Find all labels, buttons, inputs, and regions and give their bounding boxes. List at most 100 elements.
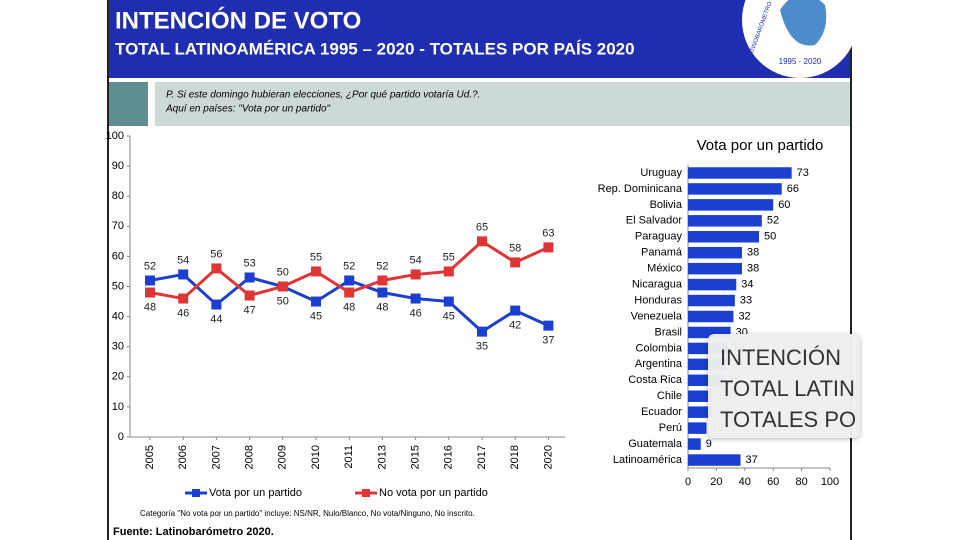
data-label: 45 — [443, 310, 455, 322]
data-label: 48 — [144, 301, 156, 313]
data-label: 50 — [764, 231, 776, 243]
category-label: Costa Rica — [628, 374, 683, 386]
overlay: INTENCIÓN TOTAL LATIN TOTALES PO — [708, 334, 860, 438]
question-marker — [109, 82, 148, 126]
chart-title: Vota por un partido — [697, 137, 824, 154]
bar — [688, 167, 792, 179]
data-label: 45 — [310, 310, 322, 322]
x-tick-label: 2018 — [509, 445, 521, 469]
data-label: 52 — [144, 260, 156, 272]
data-label: 54 — [177, 254, 189, 266]
bar — [688, 438, 701, 450]
marker — [377, 287, 388, 298]
x-tick-label: 2017 — [476, 445, 488, 469]
category-label: Honduras — [634, 294, 682, 306]
marker — [543, 242, 554, 253]
header-band — [109, 0, 850, 78]
data-label: 54 — [409, 254, 421, 266]
bar — [688, 374, 724, 387]
marker — [145, 287, 155, 298]
marker — [244, 272, 255, 283]
bar — [688, 199, 774, 211]
bar — [688, 326, 731, 339]
y-tick-label: 10 — [112, 401, 124, 413]
marker — [277, 281, 288, 292]
category-label: Perú — [659, 422, 682, 434]
legend-label: Vota por un partido — [209, 487, 302, 499]
data-label: 53 — [243, 257, 255, 269]
marker — [178, 269, 189, 280]
bar — [688, 342, 728, 355]
data-label: 50 — [277, 266, 289, 278]
category-label: Panamá — [641, 247, 683, 259]
overlay-text: TOTALES PO — [720, 407, 857, 432]
x-tick-label: 60 — [767, 476, 779, 488]
data-label: 42 — [509, 319, 521, 331]
logo-shape — [780, 0, 827, 46]
footnote: Categoría "No vota por un partido" inclu… — [140, 509, 475, 518]
marker — [145, 275, 155, 286]
x-tick-label: 2010 — [310, 445, 322, 469]
bar — [688, 358, 727, 371]
bar — [688, 454, 741, 466]
legend-swatch — [192, 489, 200, 497]
category-label: Paraguay — [635, 231, 683, 243]
data-label: 34 — [741, 279, 753, 291]
category-label: Rep. Dominicana — [598, 183, 683, 195]
y-tick-label: 50 — [112, 280, 124, 292]
bar — [688, 278, 737, 291]
category-label: México — [647, 263, 682, 275]
data-label: 63 — [542, 227, 554, 239]
category-label: Ecuador — [641, 406, 682, 418]
marker — [311, 266, 321, 277]
y-tick-label: 40 — [112, 311, 124, 323]
logo-years: 1995 · 2020 — [779, 57, 822, 66]
data-label: 46 — [409, 307, 421, 319]
data-label: 58 — [509, 242, 521, 254]
category-label: El Salvador — [626, 215, 683, 227]
overlay-text: TOTAL LATIN — [720, 376, 855, 401]
data-label: 56 — [210, 248, 222, 260]
marker — [543, 320, 554, 331]
x-tick-label: 2016 — [443, 445, 455, 469]
y-tick-label: 0 — [118, 431, 124, 443]
legend-swatch — [362, 489, 370, 497]
marker — [211, 263, 222, 274]
marker — [344, 275, 355, 286]
marker — [510, 257, 521, 268]
category-label: Bolivia — [650, 199, 683, 211]
marker — [244, 290, 255, 301]
y-tick-label: 30 — [112, 341, 124, 353]
category-label: Nicaragua — [632, 279, 683, 291]
y-tick-label: 100 — [106, 130, 124, 142]
marker — [211, 299, 222, 310]
data-label: 48 — [343, 301, 355, 313]
data-label: 44 — [210, 313, 222, 325]
marker — [510, 305, 521, 316]
marker — [377, 275, 388, 286]
data-label: 66 — [787, 183, 799, 195]
data-label: 55 — [443, 251, 455, 263]
y-tick-label: 60 — [112, 250, 124, 262]
bar — [688, 183, 782, 195]
marker — [477, 236, 487, 247]
source: Fuente: Latinobarómetro 2020. — [113, 526, 274, 538]
category-label: Brasil — [654, 326, 682, 338]
bar — [688, 422, 707, 434]
bar — [688, 262, 742, 275]
data-label: 52 — [767, 215, 779, 227]
data-label: 48 — [376, 301, 388, 313]
x-tick-label: 2007 — [210, 445, 222, 469]
category-label: Colombia — [636, 342, 683, 354]
data-label: 38 — [747, 247, 759, 259]
bar — [688, 310, 734, 323]
bar — [688, 246, 742, 259]
data-label: 38 — [747, 263, 759, 275]
data-label: 37 — [746, 454, 758, 466]
x-tick-label: 0 — [685, 476, 691, 488]
data-label: 35 — [476, 341, 488, 353]
x-tick-label: 2006 — [177, 445, 189, 469]
y-tick-label: 80 — [112, 190, 124, 202]
